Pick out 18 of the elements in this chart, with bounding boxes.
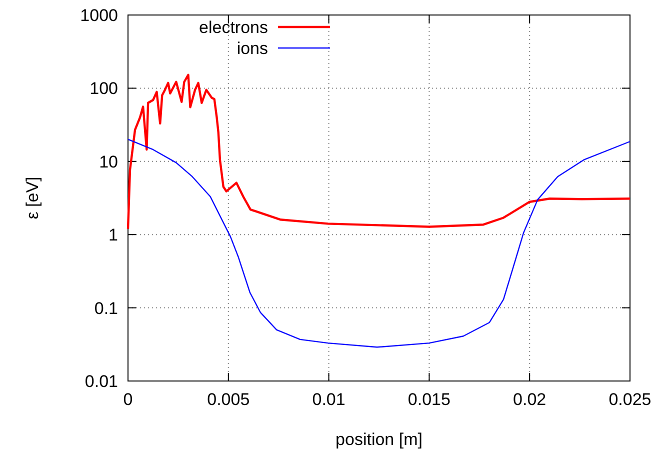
y-axis-title: ε [eV] bbox=[23, 176, 42, 220]
line-series bbox=[127, 138, 631, 348]
legend-label: electrons bbox=[199, 18, 268, 37]
y-tick-label: 1 bbox=[108, 226, 118, 245]
x-axis-title: position [m] bbox=[336, 430, 422, 449]
legend-label: ions bbox=[236, 39, 268, 58]
x-tick-label: 0.02 bbox=[513, 390, 546, 409]
line-series bbox=[126, 74, 632, 230]
x-tick-label: 0.025 bbox=[608, 390, 652, 409]
x-tick-label: 0.01 bbox=[312, 390, 346, 409]
y-tick-label: 0.1 bbox=[94, 298, 118, 318]
x-tick-label: 0.015 bbox=[408, 390, 450, 409]
y-tick-label: 10 bbox=[99, 152, 118, 172]
y-tick-label: 100 bbox=[90, 79, 118, 98]
x-tick-label: 0.005 bbox=[207, 390, 250, 409]
y-tick-label: 1000 bbox=[80, 6, 118, 25]
y-tick-label: 0.01 bbox=[84, 372, 118, 391]
x-tick-label: 0 bbox=[123, 390, 133, 409]
